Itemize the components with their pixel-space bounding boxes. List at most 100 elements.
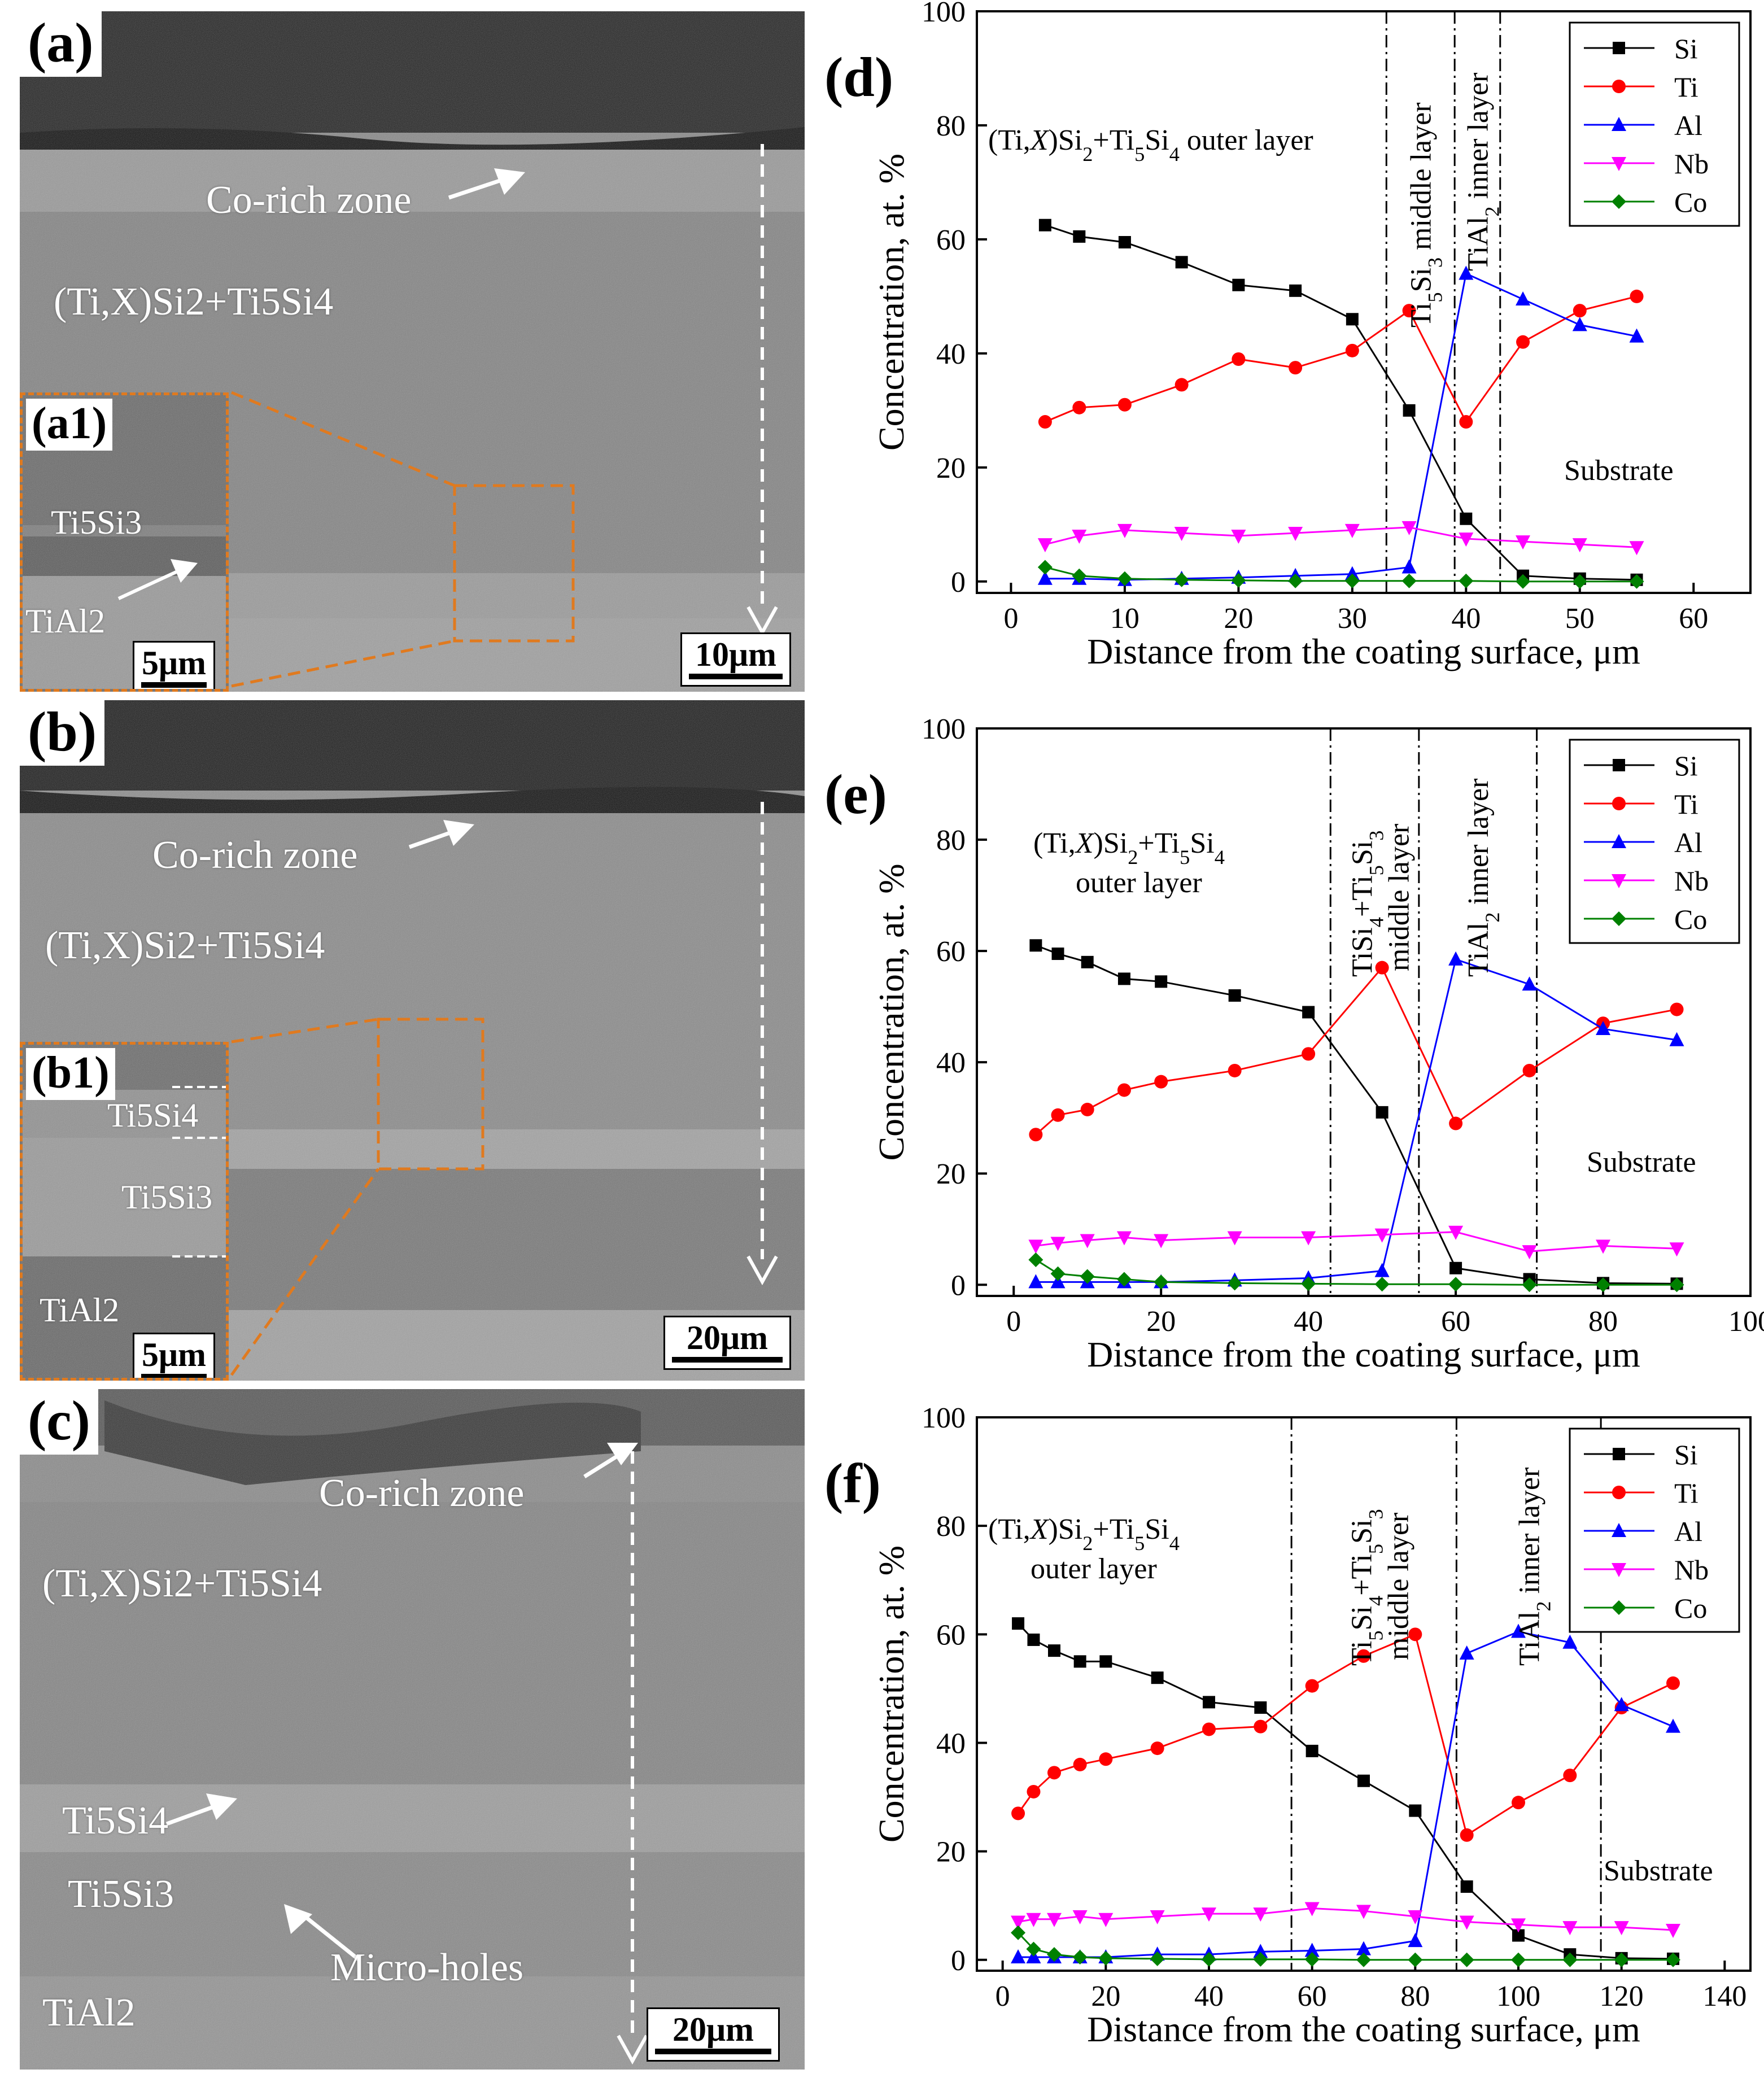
series-line-ti <box>1035 966 1677 1136</box>
data-point-al <box>1596 1021 1611 1036</box>
data-point-ti <box>1073 1757 1087 1771</box>
data-point-ti <box>1254 1719 1268 1734</box>
series-markers-si <box>1012 1617 1679 1965</box>
y-tick-label: 20 <box>936 452 966 484</box>
data-point-ti <box>1302 1047 1316 1061</box>
y-axis-label: Concentration, at. % <box>871 154 911 451</box>
data-point-al <box>1669 1032 1684 1046</box>
inset-a1-image <box>23 395 226 689</box>
substrate-label: Substrate <box>1587 1146 1696 1178</box>
data-point-nb <box>1288 526 1303 541</box>
series-line-ti <box>1045 295 1637 424</box>
y-tick-label: 20 <box>936 1836 966 1869</box>
data-point-nb <box>1301 1231 1316 1246</box>
x-tick-label: 120 <box>1600 1980 1644 2012</box>
plot-frame <box>976 10 1752 594</box>
data-point-ti <box>1357 1649 1370 1663</box>
scale-bar-c-line <box>655 2049 771 2054</box>
series-line-si <box>1035 944 1677 1285</box>
panel-label-c: (c) <box>20 1389 98 1455</box>
series-line-ti <box>1017 1633 1674 1837</box>
data-point-ti <box>1289 361 1303 375</box>
series-line-si <box>1045 224 1637 581</box>
legend-marker-al <box>1612 117 1626 131</box>
data-point-ti <box>1563 1769 1577 1783</box>
legend-label-al: Al <box>1674 1516 1702 1547</box>
scale-bar-b-text: 20μm <box>687 1319 768 1356</box>
data-point-nb <box>1669 1242 1684 1257</box>
x-tick-label: 80 <box>1400 1980 1430 2012</box>
data-point-co <box>1231 573 1246 588</box>
data-point-co <box>1629 574 1644 589</box>
data-point-si <box>1409 1804 1422 1817</box>
data-point-nb <box>1562 1921 1578 1936</box>
x-tick-label: 0 <box>1003 603 1018 635</box>
data-point-ti <box>1027 1784 1041 1798</box>
y-tick-label: 0 <box>951 1269 966 1302</box>
data-point-co <box>1459 1952 1474 1967</box>
micrograph-b: (b) Co-rich zone (Ti,X)Si2+Ti5Si4 (b1) T… <box>20 700 805 1381</box>
data-point-nb <box>1304 1902 1320 1917</box>
data-point-co <box>1150 1951 1165 1966</box>
data-point-nb <box>1516 535 1531 550</box>
phase-ti5si4-label: Ti5Si4 <box>62 1799 169 1843</box>
data-point-co <box>1154 1274 1169 1290</box>
data-point-al <box>1344 566 1360 580</box>
substrate-label: Substrate <box>1564 455 1674 487</box>
inset-phase-ti5si3: Ti5Si3 <box>121 1178 213 1216</box>
middle-layer-label-2: middle layer <box>1382 1513 1414 1660</box>
data-point-si <box>1289 284 1302 297</box>
co-rich-zone-label: Co-rich zone <box>319 1472 525 1515</box>
scale-bar-b: 20μm <box>663 1316 791 1370</box>
legend-label-si: Si <box>1674 750 1698 782</box>
middle-layer-label-2: middle layer <box>1383 824 1416 971</box>
data-point-si <box>1073 230 1086 243</box>
data-point-co <box>1202 1952 1216 1967</box>
data-point-nb <box>1511 1918 1526 1933</box>
data-point-nb <box>1666 1923 1680 1938</box>
x-axis-label: Distance from the coating surface, μm <box>1087 631 1640 671</box>
inset-phase-ti5si4: Ti5Si4 <box>107 1097 199 1134</box>
data-point-si <box>1302 1006 1315 1019</box>
y-axis-label: Concentration, at. % <box>871 1546 911 1843</box>
series-markers-co <box>1011 1925 1680 1967</box>
data-point-al <box>1666 1718 1680 1733</box>
legend-marker-al <box>1612 1523 1626 1537</box>
x-tick-label: 20 <box>1091 1980 1120 2012</box>
data-point-ti <box>1080 1102 1094 1116</box>
middle-layer-label: Ti5Si3 middle layer <box>1405 102 1447 328</box>
x-tick-label: 140 <box>1702 1980 1746 2012</box>
legend-marker-si <box>1613 759 1625 771</box>
data-point-co <box>1011 1925 1026 1940</box>
data-point-ti <box>1154 1075 1168 1089</box>
data-point-ti <box>1099 1752 1113 1766</box>
chart-f: (f) 0 20 40 60 80 100 120 140 0 20 40 60 80 100 Distanc… <box>813 1395 1764 2075</box>
x-tick-label: 0 <box>995 1980 1010 2012</box>
y-tick-label: 80 <box>936 1511 966 1543</box>
inset-label-a1: (a1) <box>26 399 113 451</box>
data-point-nb <box>1050 1237 1066 1251</box>
x-tick-label: 40 <box>1194 1980 1224 2012</box>
series-line-al <box>1036 958 1677 1283</box>
chart-f-svg: (f)0 20 40 60 80 100 120 140020406080100Distanc… <box>824 1402 1752 2049</box>
data-point-si <box>1048 1644 1060 1657</box>
outer-layer-label: (Ti,X)Si2+Ti5Si4 <box>45 924 325 967</box>
co-rich-zone-label: Co-rich zone <box>152 833 358 877</box>
data-point-nb <box>1037 538 1053 553</box>
data-point-co <box>1253 1952 1268 1967</box>
data-point-si <box>1027 1633 1040 1646</box>
outer-layer-label: (Ti,X)Si2+Ti5Si4 <box>54 280 334 324</box>
scale-bar-b-line <box>672 1357 783 1363</box>
scale-bar-c-text: 20μm <box>673 2011 754 2048</box>
data-point-si <box>1203 1696 1215 1709</box>
legend-label-al: Al <box>1674 110 1702 141</box>
data-point-nb <box>1072 530 1087 544</box>
micrograph-a: (a) Co-rich zone (Ti,X)Si2+Ti5Si4 (a1) T… <box>20 11 805 692</box>
data-point-nb <box>1026 1913 1041 1927</box>
scale-bar-a-text: 10μm <box>695 636 776 673</box>
micrograph-a-image <box>20 11 805 692</box>
data-point-ti <box>1072 400 1086 414</box>
x-tick-label: 20 <box>1146 1306 1176 1338</box>
data-point-ti <box>1460 1828 1474 1842</box>
data-point-ti <box>1228 1063 1242 1077</box>
